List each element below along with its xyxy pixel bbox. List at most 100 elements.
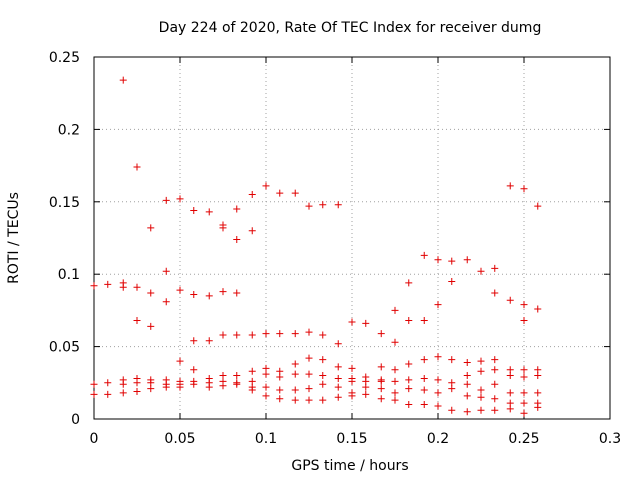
data-point xyxy=(190,290,198,298)
data-point xyxy=(463,256,471,264)
data-point xyxy=(248,191,256,199)
axis-ticks: 0 0.05 0.1 0.15 0.2 0.25 0.3 0 0.05 0.1 0.15 0.2 0.2… xyxy=(49,50,621,447)
chart-title: Day 224 of 2020, Rate Of TEC Index for r… xyxy=(159,20,542,36)
data-point xyxy=(334,340,342,348)
data-point xyxy=(233,205,241,213)
data-point xyxy=(162,267,170,275)
data-point xyxy=(133,379,141,387)
data-point xyxy=(162,298,170,306)
x-tick-label: 0.1 xyxy=(255,431,277,447)
data-point xyxy=(133,163,141,171)
x-tick-label: 0 xyxy=(90,431,99,447)
data-point xyxy=(434,256,442,264)
data-point xyxy=(305,370,313,378)
data-point xyxy=(176,286,184,294)
data-point xyxy=(506,372,514,380)
data-point xyxy=(305,396,313,404)
data-point xyxy=(147,224,155,232)
data-point xyxy=(348,318,356,326)
data-point xyxy=(477,357,485,365)
data-point xyxy=(104,390,112,398)
data-point xyxy=(162,383,170,391)
data-point xyxy=(90,282,98,290)
data-point xyxy=(405,317,413,325)
data-point xyxy=(520,409,528,417)
data-point xyxy=(348,377,356,385)
data-point xyxy=(276,330,284,338)
data-point xyxy=(534,305,542,313)
data-point xyxy=(90,380,98,388)
data-point xyxy=(233,235,241,243)
data-point xyxy=(190,206,198,214)
data-point xyxy=(119,389,127,397)
data-point xyxy=(420,386,428,394)
data-point xyxy=(477,386,485,394)
data-point xyxy=(276,395,284,403)
data-point xyxy=(491,380,499,388)
y-tick-label: 0.1 xyxy=(58,267,80,283)
data-point xyxy=(190,337,198,345)
data-point xyxy=(463,392,471,400)
grid xyxy=(94,57,610,419)
data-point xyxy=(276,386,284,394)
data-point xyxy=(262,383,270,391)
x-tick-label: 0.2 xyxy=(427,431,449,447)
data-point xyxy=(463,372,471,380)
data-point xyxy=(219,224,227,232)
data-point xyxy=(205,208,213,216)
data-point xyxy=(262,370,270,378)
data-point xyxy=(319,396,327,404)
data-point xyxy=(377,377,385,385)
data-point xyxy=(205,383,213,391)
data-point xyxy=(420,356,428,364)
data-point xyxy=(463,408,471,416)
data-point xyxy=(262,182,270,190)
data-point xyxy=(506,296,514,304)
data-point xyxy=(420,401,428,409)
data-point xyxy=(491,395,499,403)
data-point xyxy=(291,370,299,378)
data-point xyxy=(90,390,98,398)
data-point xyxy=(391,306,399,314)
data-point xyxy=(491,264,499,272)
data-point xyxy=(291,189,299,197)
data-point xyxy=(147,385,155,393)
data-point xyxy=(248,386,256,394)
data-point xyxy=(520,366,528,374)
data-point xyxy=(334,201,342,209)
y-tick-label: 0 xyxy=(71,412,80,428)
data-point xyxy=(305,385,313,393)
data-point xyxy=(434,376,442,384)
data-point xyxy=(233,380,241,388)
data-point xyxy=(491,366,499,374)
data-point xyxy=(319,201,327,209)
data-point xyxy=(391,389,399,397)
data-point xyxy=(520,373,528,381)
data-point xyxy=(391,366,399,374)
data-point xyxy=(176,357,184,365)
data-point xyxy=(477,393,485,401)
data-point xyxy=(534,202,542,210)
data-point xyxy=(534,372,542,380)
data-point xyxy=(362,319,370,327)
data-point xyxy=(205,292,213,300)
data-point xyxy=(448,257,456,265)
data-point xyxy=(506,182,514,190)
data-point xyxy=(219,288,227,296)
data-point xyxy=(434,353,442,361)
data-point xyxy=(405,360,413,368)
data-point xyxy=(248,331,256,339)
data-point xyxy=(319,356,327,364)
data-point xyxy=(377,363,385,371)
data-point xyxy=(391,396,399,404)
data-point xyxy=(147,289,155,297)
data-point xyxy=(448,356,456,364)
data-point xyxy=(119,76,127,84)
data-point xyxy=(190,380,198,388)
data-point xyxy=(133,317,141,325)
data-point xyxy=(262,330,270,338)
data-point xyxy=(276,189,284,197)
data-point xyxy=(391,338,399,346)
data-points xyxy=(90,76,542,417)
data-point xyxy=(176,195,184,203)
